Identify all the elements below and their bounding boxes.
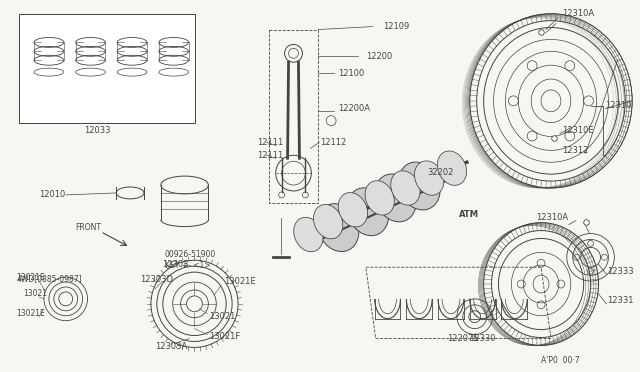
Text: 12010: 12010: [40, 190, 66, 199]
Text: 12303A: 12303A: [155, 342, 187, 351]
Text: 13021: 13021: [23, 289, 47, 298]
Text: 13021F: 13021F: [209, 332, 241, 341]
Text: ATM: ATM: [459, 210, 479, 219]
Text: 12310: 12310: [605, 101, 632, 110]
Text: 12310E: 12310E: [562, 126, 593, 135]
Bar: [19, 14, 195, 123]
Text: 12200: 12200: [366, 52, 392, 61]
Text: 12330: 12330: [468, 334, 495, 343]
Ellipse shape: [314, 205, 343, 239]
Bar: [269, 29, 318, 203]
Text: 4WD[0885-0987]: 4WD[0885-0987]: [16, 275, 82, 283]
Text: 12100: 12100: [338, 68, 364, 78]
Text: 13021E: 13021E: [16, 273, 45, 282]
Ellipse shape: [375, 174, 416, 222]
Text: FRONT: FRONT: [76, 223, 102, 232]
Text: 12312: 12312: [562, 146, 588, 155]
Text: 12207S: 12207S: [447, 334, 479, 343]
Text: 12112: 12112: [320, 138, 346, 147]
Text: 12331: 12331: [607, 296, 634, 305]
Text: 12109: 12109: [383, 22, 409, 31]
Text: KEY +- <1>: KEY +- <1>: [164, 261, 211, 270]
Text: 12303: 12303: [162, 260, 188, 269]
Ellipse shape: [294, 217, 323, 252]
Ellipse shape: [399, 162, 440, 210]
Ellipse shape: [339, 193, 367, 227]
Ellipse shape: [437, 151, 467, 185]
Text: 13021E: 13021E: [224, 276, 256, 286]
Ellipse shape: [415, 161, 444, 195]
Ellipse shape: [347, 188, 388, 236]
Ellipse shape: [391, 171, 420, 205]
Text: 13021E: 13021E: [16, 309, 45, 318]
Ellipse shape: [365, 181, 394, 215]
Text: 12033: 12033: [84, 126, 111, 135]
Text: 12310A: 12310A: [536, 213, 568, 222]
Ellipse shape: [317, 203, 359, 251]
Text: 13021: 13021: [209, 312, 236, 321]
Text: A'P0  00·7: A'P0 00·7: [541, 356, 580, 365]
Text: 12333: 12333: [607, 267, 634, 276]
Text: 00926-51900: 00926-51900: [164, 250, 216, 259]
Text: 12303D: 12303D: [140, 275, 173, 283]
Text: 32202: 32202: [427, 168, 454, 177]
Text: 12310A: 12310A: [562, 9, 594, 18]
Text: 12111: 12111: [257, 151, 283, 160]
Text: 12200A: 12200A: [338, 104, 370, 113]
Text: 12111: 12111: [257, 138, 283, 147]
